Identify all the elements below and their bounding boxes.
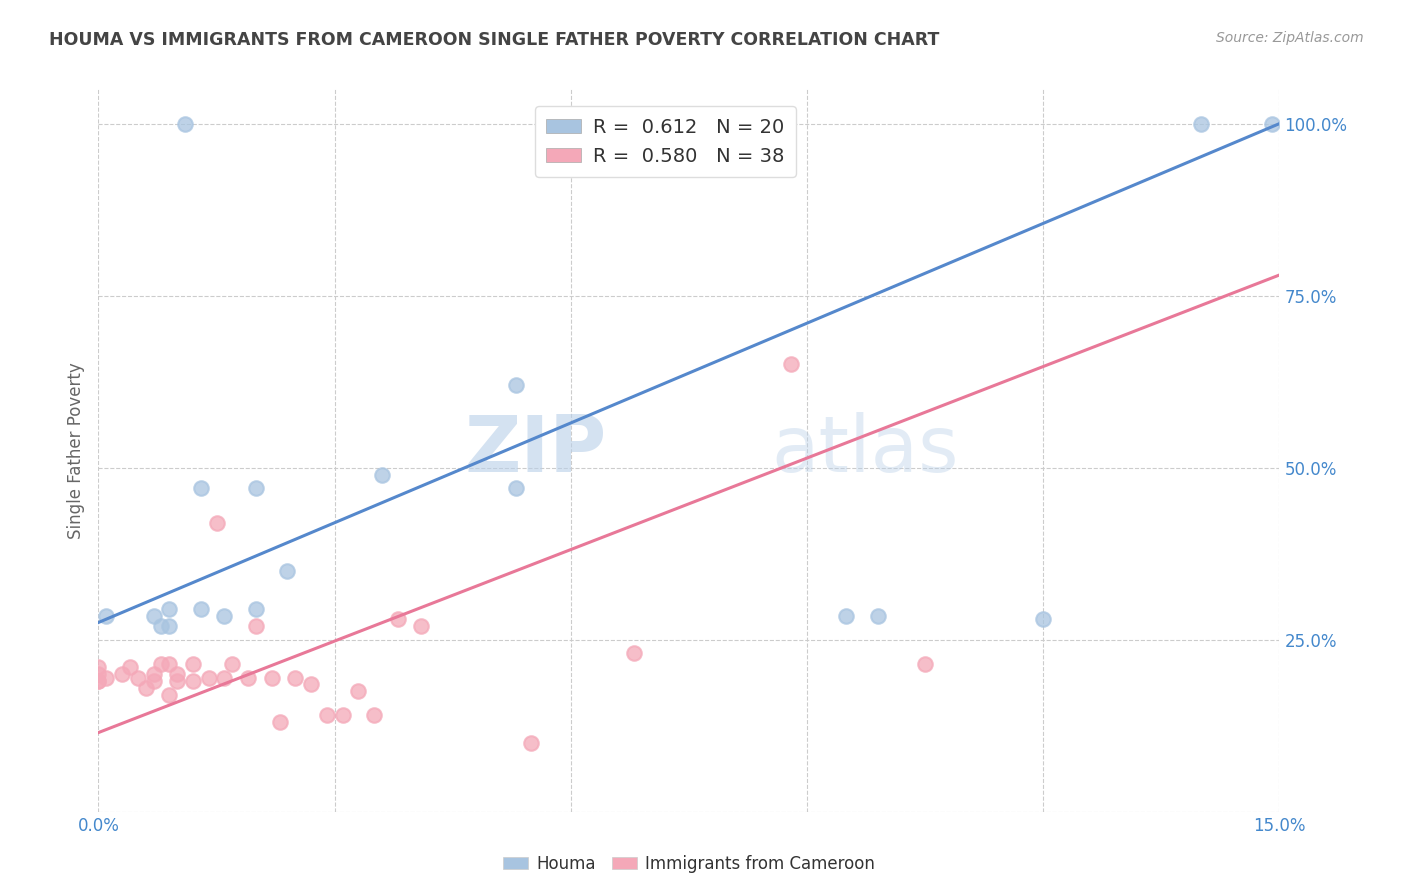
Point	[174, 117, 197, 131]
Legend: Houma, Immigrants from Cameroon: Houma, Immigrants from Cameroon	[496, 848, 882, 880]
Point	[315, 708, 337, 723]
Point	[914, 657, 936, 671]
Point	[299, 677, 322, 691]
Point	[127, 671, 149, 685]
Point	[1032, 612, 1054, 626]
Text: Source: ZipAtlas.com: Source: ZipAtlas.com	[1216, 31, 1364, 45]
Point	[332, 708, 354, 723]
Point	[866, 608, 889, 623]
Point	[411, 619, 433, 633]
Point	[181, 657, 204, 671]
Point	[118, 660, 141, 674]
Point	[157, 601, 180, 615]
Point	[197, 671, 219, 685]
Point	[87, 660, 110, 674]
Point	[276, 564, 298, 578]
Point	[269, 715, 291, 730]
Point	[260, 671, 283, 685]
Point	[135, 681, 157, 695]
Point	[363, 708, 385, 723]
Point	[245, 601, 267, 615]
Point	[157, 657, 180, 671]
Point	[221, 657, 243, 671]
Point	[157, 619, 180, 633]
Point	[87, 673, 110, 688]
Point	[623, 647, 645, 661]
Point	[780, 358, 803, 372]
Text: HOUMA VS IMMIGRANTS FROM CAMEROON SINGLE FATHER POVERTY CORRELATION CHART: HOUMA VS IMMIGRANTS FROM CAMEROON SINGLE…	[49, 31, 939, 49]
Point	[142, 608, 165, 623]
Point	[87, 667, 110, 681]
Point	[214, 608, 236, 623]
Point	[142, 667, 165, 681]
Point	[111, 667, 134, 681]
Point	[205, 516, 228, 530]
Point	[371, 467, 394, 482]
Point	[190, 601, 212, 615]
Text: atlas: atlas	[772, 412, 959, 489]
Point	[520, 736, 543, 750]
Point	[505, 378, 527, 392]
Point	[1189, 117, 1212, 131]
Point	[236, 671, 259, 685]
Point	[96, 608, 118, 623]
Point	[245, 619, 267, 633]
Point	[214, 671, 236, 685]
Point	[181, 673, 204, 688]
Point	[96, 671, 118, 685]
Point	[245, 481, 267, 495]
Point	[87, 673, 110, 688]
Point	[150, 657, 173, 671]
Point	[835, 608, 858, 623]
Point	[166, 673, 188, 688]
Legend: R =  0.612   N = 20, R =  0.580   N = 38: R = 0.612 N = 20, R = 0.580 N = 38	[534, 106, 796, 178]
Point	[347, 684, 370, 698]
Point	[157, 688, 180, 702]
Point	[284, 671, 307, 685]
Point	[166, 667, 188, 681]
Text: ZIP: ZIP	[464, 412, 606, 489]
Point	[387, 612, 409, 626]
Point	[142, 673, 165, 688]
Point	[505, 481, 527, 495]
Point	[1260, 117, 1282, 131]
Point	[150, 619, 173, 633]
Point	[190, 481, 212, 495]
Y-axis label: Single Father Poverty: Single Father Poverty	[66, 362, 84, 539]
